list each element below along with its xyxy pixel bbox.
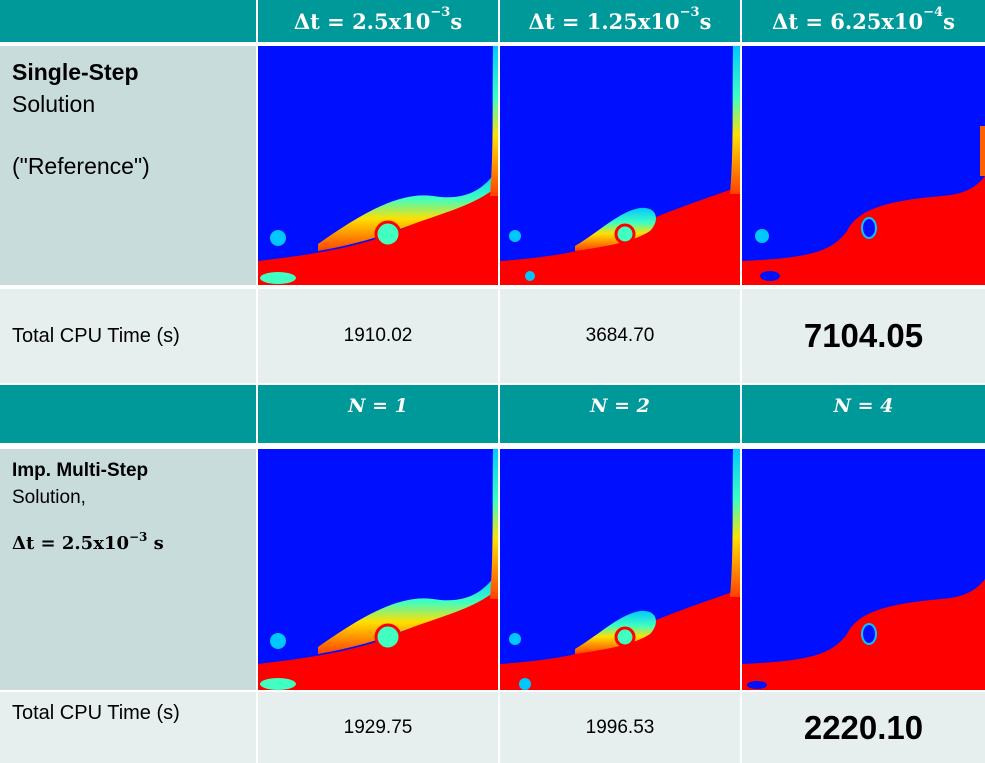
header-dt-1: Δt = 2.5x10 −3 s [258,0,498,42]
multi-step-cpu-label-cell: Total CPU Time (s) [0,692,256,763]
simulation-image-multi-1 [258,449,498,690]
multi-step-eq-base: Δt = 2.5x10 [12,533,129,554]
multi-step-label: Imp. Multi-Step Solution, Δt = 2.5x10−3 … [0,449,256,690]
mid-header-corner [0,385,256,443]
simulation-image-multi-3 [742,449,985,690]
header-corner [0,0,256,42]
header-dt-2: Δt = 1.25x10 −3 s [500,0,740,42]
single-step-cpu-3: 7104.05 [742,289,985,383]
multi-step-equation: Δt = 2.5x10−3 s [12,530,244,554]
simulation-image-single-1 [258,46,498,285]
header-dt-2-exp: −3 [679,4,700,20]
header-dt-3-exp: −4 [923,4,944,20]
multi-step-cpu-label: Total CPU Time (s) [12,702,180,724]
multi-step-cpu-1: 1929.75 [258,692,498,763]
header-dt-2-unit: s [699,8,712,34]
multi-step-cpu-2: 1996.53 [500,692,740,763]
single-step-cpu-2: 3684.70 [500,289,740,383]
multi-step-eq-exp: −3 [129,530,148,544]
single-step-cpu-label: Total CPU Time (s) [12,324,180,347]
header-dt-3: Δt = 6.25x10 −4 s [742,0,985,42]
header-dt-3-base: Δt = 6.25x10 [772,8,924,34]
header-dt-1-base: Δt = 2.5x10 [293,8,431,34]
single-step-cpu-1: 1910.02 [258,289,498,383]
multi-step-title: Imp. Multi-Step [12,460,149,481]
single-step-label: Single-Step Solution ("Reference") [0,46,256,285]
header-dt-3-unit: s [943,8,955,34]
header-dt-1-unit: s [450,8,463,34]
multi-step-subtitle: Solution, [12,487,86,508]
single-step-note: ("Reference") [12,153,150,179]
multi-step-eq-unit: s [147,533,164,554]
simulation-image-single-2 [500,46,740,285]
multi-step-cpu-3: 2220.10 [742,692,985,763]
header-n-1: N = 1 [258,385,498,443]
single-step-title: Single-Step [12,59,139,85]
simulation-image-multi-2 [500,449,740,690]
simulation-image-single-3 [742,46,985,285]
header-n-2: N = 2 [500,385,740,443]
header-n-4: N = 4 [742,385,985,443]
single-step-cpu-label-cell: Total CPU Time (s) [0,289,256,383]
header-dt-2-base: Δt = 1.25x10 [528,8,680,34]
single-step-subtitle: Solution [12,91,96,117]
header-dt-1-exp: −3 [430,4,451,20]
